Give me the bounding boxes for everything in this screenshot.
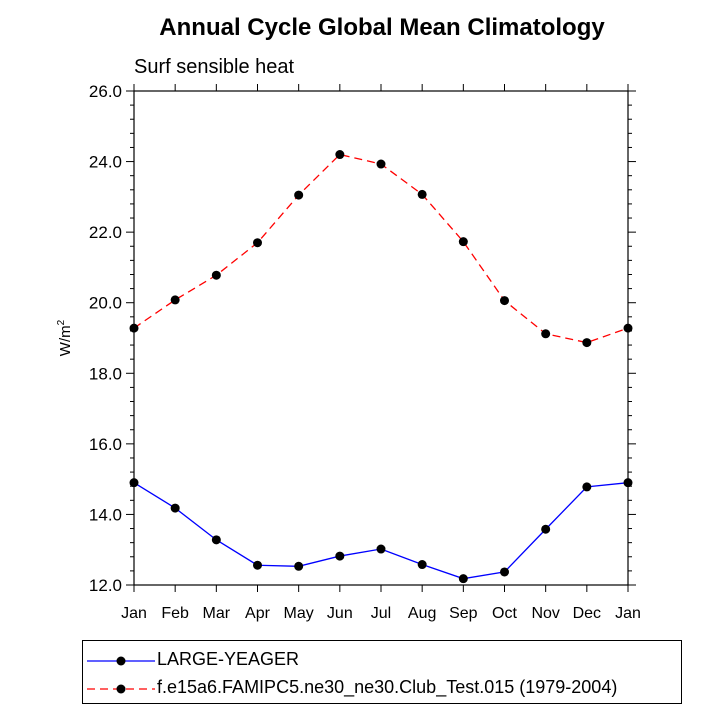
data-point bbox=[582, 338, 592, 348]
y-axis-label-superscript: 2 bbox=[56, 319, 67, 325]
data-point bbox=[170, 295, 180, 305]
data-point bbox=[211, 535, 221, 545]
legend-item-model-run: f.e15a6.FAMIPC5.ne30_ne30.Club_Test.015 … bbox=[83, 675, 683, 703]
x-tick-label: Oct bbox=[492, 605, 517, 622]
data-point bbox=[253, 238, 262, 248]
y-tick-label: 12.0 bbox=[89, 576, 122, 595]
y-tick-label: 16.0 bbox=[89, 435, 122, 454]
x-tick-label: Feb bbox=[161, 605, 189, 622]
series-line-1 bbox=[133, 153, 629, 344]
chart-subtitle: Surf sensible heat bbox=[134, 56, 295, 78]
data-point bbox=[541, 524, 551, 534]
data-point bbox=[170, 503, 180, 513]
x-tick-label: Jan bbox=[121, 605, 147, 622]
data-point bbox=[129, 478, 139, 488]
x-tick-label: May bbox=[284, 605, 314, 622]
data-point bbox=[623, 478, 633, 488]
data-point bbox=[417, 189, 427, 199]
data-point bbox=[582, 482, 592, 492]
data-point bbox=[253, 560, 262, 570]
legend-dashed-swatch bbox=[87, 684, 155, 694]
y-axis: 12.0 14.0 16.0 18.0 20.0 22.0 24.0 26.0 bbox=[89, 82, 636, 595]
x-tick-label: Jan bbox=[615, 605, 641, 622]
x-tick-label: Apr bbox=[245, 605, 271, 622]
data-point bbox=[211, 270, 221, 280]
data-point bbox=[129, 323, 139, 333]
line-chart: 12.0 14.0 16.0 18.0 20.0 22.0 24.0 26.0 Jan Feb M… bbox=[56, 82, 641, 622]
x-tick-label: Jun bbox=[327, 605, 353, 622]
legend-item-large-yeager: LARGE-YEAGER bbox=[83, 647, 683, 675]
data-point bbox=[335, 150, 345, 160]
data-point bbox=[500, 567, 509, 577]
data-point bbox=[376, 544, 386, 554]
x-tick-label: Sep bbox=[449, 605, 478, 622]
legend-label: f.e15a6.FAMIPC5.ne30_ne30.Club_Test.015 … bbox=[157, 677, 618, 697]
y-axis-label-unit: W/m bbox=[57, 325, 74, 356]
x-tick-label: Jul bbox=[371, 605, 391, 622]
data-point bbox=[294, 190, 304, 200]
data-point bbox=[541, 329, 551, 339]
data-point bbox=[458, 237, 468, 247]
data-point bbox=[500, 296, 509, 306]
data-point bbox=[376, 159, 386, 169]
y-tick-label: 14.0 bbox=[89, 505, 122, 524]
y-tick-label: 22.0 bbox=[89, 223, 122, 242]
x-tick-label: Mar bbox=[203, 605, 231, 622]
chart-title: Annual Cycle Global Mean Climatology bbox=[159, 14, 605, 41]
x-tick-label: Dec bbox=[573, 605, 601, 622]
data-point bbox=[335, 551, 345, 561]
series-layer bbox=[129, 150, 633, 584]
y-tick-label: 26.0 bbox=[89, 82, 122, 101]
y-tick-label: 18.0 bbox=[89, 364, 122, 383]
x-tick-label: Nov bbox=[531, 605, 559, 622]
x-tick-label: Aug bbox=[408, 605, 436, 622]
data-point bbox=[458, 574, 468, 584]
legend-line-swatch bbox=[87, 656, 155, 666]
x-axis: Jan Feb Mar Apr May Jun Jul Aug Sep Oct Nov Dec Jan bbox=[121, 84, 641, 622]
y-axis-label: W/m2 bbox=[56, 319, 74, 356]
data-point bbox=[623, 323, 633, 333]
data-point bbox=[417, 560, 427, 570]
data-point bbox=[294, 561, 304, 571]
legend-label: LARGE-YEAGER bbox=[157, 649, 300, 669]
legend: LARGE-YEAGER f.e15a6.FAMIPC5.ne30_ne30.C… bbox=[82, 640, 682, 704]
y-tick-label: 24.0 bbox=[89, 153, 122, 172]
y-tick-label: 20.0 bbox=[89, 294, 122, 313]
series-line-0 bbox=[133, 482, 629, 580]
